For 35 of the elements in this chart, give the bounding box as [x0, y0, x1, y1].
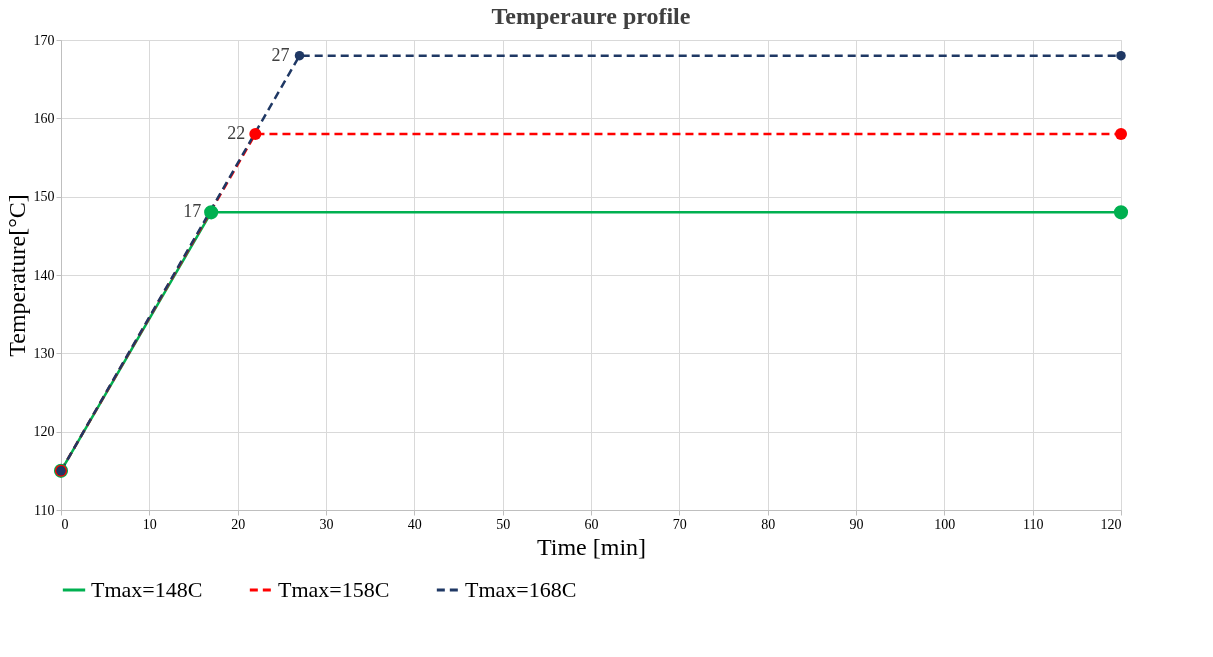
- x-tick-label: 80: [761, 516, 776, 532]
- annotation: 17: [183, 201, 202, 222]
- y-tick-label: 150: [33, 189, 55, 205]
- x-tick-label: 40: [407, 516, 422, 532]
- point: [1113, 205, 1129, 220]
- point: [294, 50, 305, 61]
- point: [1116, 50, 1126, 61]
- point: [249, 127, 262, 141]
- annotation: 27: [271, 44, 290, 65]
- y-tick-label: 110: [34, 502, 55, 518]
- y-tick-label: 120: [33, 424, 55, 440]
- x-tick-label: 30: [319, 516, 334, 532]
- x-tick-label: 120: [1100, 516, 1122, 532]
- annotation: 22: [227, 123, 246, 143]
- legend-label: Tmax=158C: [278, 577, 390, 602]
- chart-title: Temperaure profile: [491, 3, 691, 29]
- x-tick-label: 50: [496, 516, 511, 532]
- x-tick-label: 70: [672, 516, 687, 532]
- x-tick-label: 100: [934, 516, 956, 532]
- y-tick-label: 170: [33, 32, 55, 48]
- y-tick-label: 140: [33, 267, 55, 283]
- x-tick-label: 110: [1022, 516, 1044, 532]
- point: [204, 205, 219, 220]
- x-tick-label: 60: [584, 516, 599, 532]
- x-tick-label: 90: [849, 516, 864, 532]
- y-tick-label: 160: [33, 110, 55, 126]
- y-tick-label: 130: [33, 345, 55, 361]
- y-axis-title: Temperature[°C]: [3, 194, 30, 357]
- legend-label: Tmax=168C: [465, 577, 577, 602]
- point: [1114, 127, 1128, 141]
- x-tick-label: 10: [142, 516, 157, 532]
- x-tick-label: 0: [61, 516, 69, 532]
- x-tick-label: 20: [231, 516, 246, 532]
- legend-label: Tmax=148C: [91, 577, 203, 602]
- x-axis-title: Time [min]: [536, 533, 647, 560]
